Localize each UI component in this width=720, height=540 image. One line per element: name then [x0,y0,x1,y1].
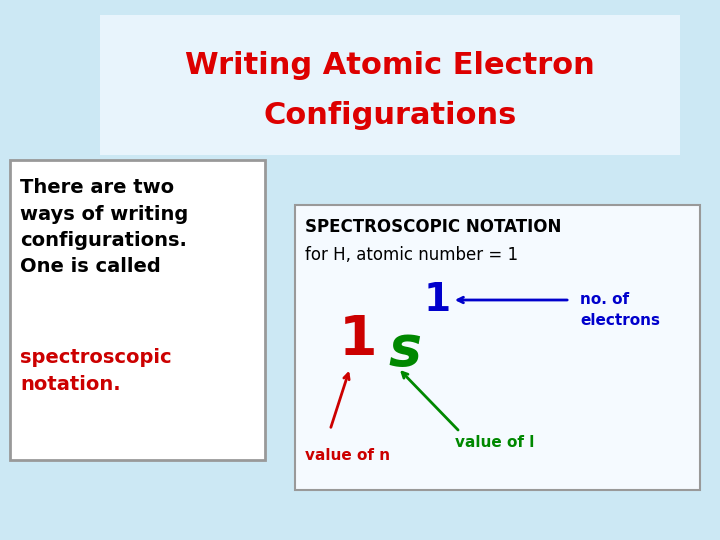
Text: for H, atomic number = 1: for H, atomic number = 1 [305,246,518,264]
Text: spectroscopic
notation.: spectroscopic notation. [20,348,171,394]
Bar [10,160,265,460]
Text: value of l: value of l [455,435,534,450]
Text: no. of: no. of [580,292,629,307]
Text: Configurations: Configurations [264,100,517,130]
Bar [100,15,680,155]
Text: 1: 1 [338,313,377,367]
Text: electrons: electrons [580,313,660,328]
Text: value of n: value of n [305,448,390,463]
Text: There are two
ways of writing
configurations.
One is called: There are two ways of writing configurat… [20,178,188,276]
Text: Writing Atomic Electron: Writing Atomic Electron [185,51,595,79]
Text: 1: 1 [423,281,451,319]
Text: s: s [389,323,421,377]
Text: SPECTROSCOPIC NOTATION: SPECTROSCOPIC NOTATION [305,218,562,236]
Bar [295,205,700,490]
